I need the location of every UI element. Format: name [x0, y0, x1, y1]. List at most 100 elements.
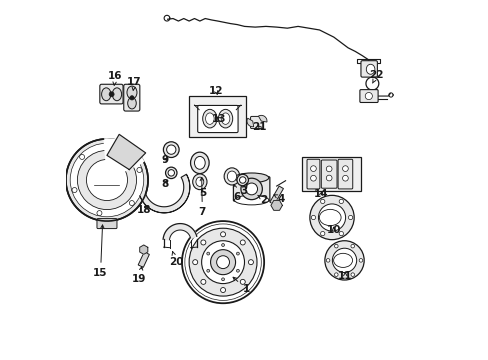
- Text: 22: 22: [368, 70, 383, 83]
- Circle shape: [70, 143, 143, 217]
- Text: 15: 15: [93, 225, 107, 278]
- Circle shape: [112, 144, 117, 149]
- Circle shape: [163, 142, 179, 157]
- Circle shape: [325, 258, 329, 262]
- Circle shape: [245, 183, 257, 195]
- Ellipse shape: [325, 166, 331, 172]
- Ellipse shape: [365, 93, 372, 100]
- Polygon shape: [270, 201, 282, 210]
- Circle shape: [220, 288, 225, 293]
- Circle shape: [348, 215, 352, 220]
- Ellipse shape: [234, 195, 268, 205]
- Circle shape: [320, 199, 324, 203]
- Ellipse shape: [192, 174, 206, 190]
- Circle shape: [334, 273, 337, 276]
- Ellipse shape: [227, 171, 236, 182]
- Ellipse shape: [310, 166, 316, 171]
- Circle shape: [210, 249, 235, 275]
- Text: 21: 21: [252, 122, 266, 132]
- Circle shape: [220, 232, 225, 237]
- Text: 12: 12: [208, 86, 223, 96]
- Text: 16: 16: [108, 71, 122, 85]
- Ellipse shape: [190, 152, 209, 174]
- Text: 5: 5: [199, 188, 206, 198]
- Circle shape: [165, 167, 177, 179]
- Circle shape: [201, 241, 244, 284]
- Circle shape: [221, 244, 224, 247]
- FancyBboxPatch shape: [123, 84, 140, 111]
- Wedge shape: [246, 118, 253, 127]
- Polygon shape: [107, 134, 145, 170]
- Text: 8: 8: [161, 179, 168, 189]
- Circle shape: [240, 279, 245, 284]
- Text: 20: 20: [168, 252, 183, 267]
- Ellipse shape: [203, 109, 217, 128]
- Ellipse shape: [130, 96, 134, 100]
- Circle shape: [201, 240, 205, 245]
- Ellipse shape: [325, 175, 331, 181]
- Circle shape: [248, 260, 253, 265]
- Ellipse shape: [109, 92, 114, 97]
- Bar: [269, 186, 283, 204]
- Ellipse shape: [221, 113, 229, 124]
- Text: 4: 4: [273, 194, 285, 203]
- Circle shape: [72, 188, 77, 193]
- FancyBboxPatch shape: [306, 159, 319, 189]
- Circle shape: [318, 204, 345, 231]
- Text: 10: 10: [326, 225, 340, 235]
- Circle shape: [221, 278, 224, 281]
- Circle shape: [237, 174, 248, 186]
- Ellipse shape: [112, 88, 122, 101]
- Circle shape: [241, 178, 262, 200]
- FancyBboxPatch shape: [250, 116, 263, 129]
- Circle shape: [166, 145, 176, 154]
- Polygon shape: [140, 245, 147, 254]
- Ellipse shape: [342, 175, 347, 181]
- Polygon shape: [140, 174, 189, 213]
- FancyBboxPatch shape: [197, 105, 238, 132]
- Circle shape: [239, 177, 245, 183]
- Ellipse shape: [234, 173, 268, 183]
- Polygon shape: [163, 224, 196, 240]
- Wedge shape: [103, 138, 144, 180]
- Circle shape: [320, 231, 324, 236]
- Circle shape: [311, 215, 315, 220]
- Circle shape: [350, 273, 354, 276]
- Text: 13: 13: [212, 114, 226, 124]
- Ellipse shape: [127, 98, 136, 109]
- Circle shape: [80, 154, 84, 159]
- Circle shape: [334, 244, 337, 248]
- FancyBboxPatch shape: [337, 159, 352, 189]
- FancyBboxPatch shape: [359, 90, 377, 103]
- Ellipse shape: [205, 113, 214, 124]
- Bar: [301, 157, 360, 191]
- Circle shape: [129, 201, 134, 206]
- Ellipse shape: [310, 175, 316, 181]
- FancyBboxPatch shape: [97, 219, 117, 229]
- Circle shape: [332, 248, 356, 273]
- Circle shape: [192, 260, 197, 265]
- Text: 11: 11: [337, 271, 352, 281]
- Ellipse shape: [333, 253, 352, 267]
- Circle shape: [86, 159, 127, 201]
- Circle shape: [206, 269, 209, 272]
- Text: 14: 14: [313, 189, 328, 199]
- Text: 19: 19: [132, 267, 146, 284]
- Circle shape: [216, 256, 229, 269]
- Text: 18: 18: [136, 205, 151, 215]
- Ellipse shape: [366, 64, 374, 74]
- Ellipse shape: [218, 109, 232, 128]
- Circle shape: [168, 170, 174, 176]
- FancyBboxPatch shape: [100, 84, 123, 104]
- Circle shape: [189, 228, 257, 296]
- FancyBboxPatch shape: [321, 160, 336, 188]
- Circle shape: [240, 240, 245, 245]
- FancyBboxPatch shape: [233, 177, 269, 201]
- Circle shape: [137, 167, 142, 172]
- Circle shape: [324, 241, 364, 280]
- Bar: [189, 96, 246, 137]
- Circle shape: [309, 195, 353, 240]
- Circle shape: [236, 252, 239, 255]
- Text: 6: 6: [233, 184, 241, 202]
- Text: 1: 1: [233, 277, 249, 294]
